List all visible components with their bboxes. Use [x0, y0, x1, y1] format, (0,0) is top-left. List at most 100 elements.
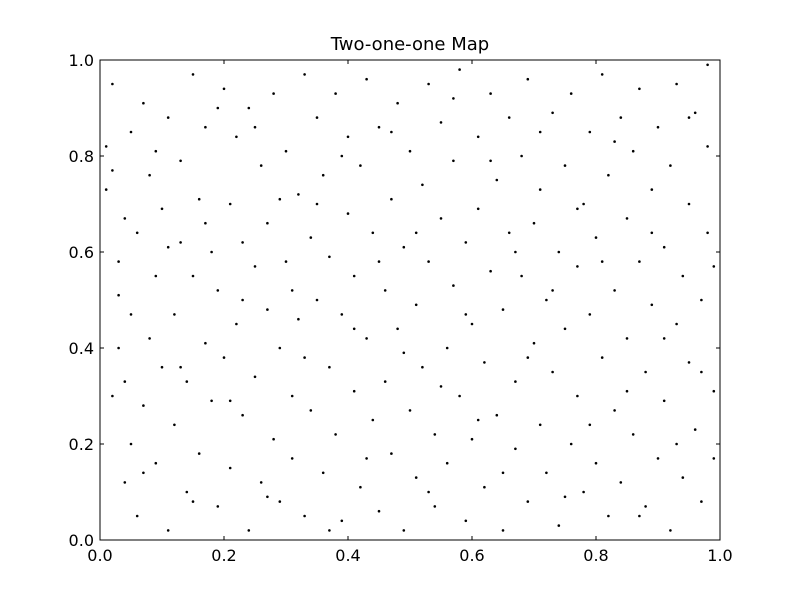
data-point: [619, 481, 623, 484]
data-point: [166, 529, 170, 532]
data-point: [588, 313, 592, 316]
data-point: [179, 365, 182, 369]
data-point: [545, 298, 548, 302]
data-point: [173, 423, 176, 427]
data-point: [142, 404, 145, 407]
data-point: [507, 116, 511, 119]
y-tick-label: 0.2: [69, 435, 94, 454]
data-point: [662, 399, 666, 403]
data-point: [576, 394, 579, 398]
data-point: [669, 164, 672, 167]
data-point: [247, 529, 251, 532]
data-point: [334, 92, 337, 95]
data-point: [563, 327, 567, 331]
data-point: [228, 466, 232, 470]
data-point: [352, 389, 356, 393]
data-point: [142, 471, 145, 475]
data-point: [669, 529, 672, 532]
data-point: [507, 231, 511, 235]
data-point: [166, 245, 170, 249]
data-point: [309, 236, 313, 239]
data-point: [104, 188, 108, 191]
data-point: [706, 231, 709, 235]
data-point: [303, 514, 306, 518]
x-tick-label: 0.8: [583, 546, 608, 565]
data-point: [297, 193, 300, 196]
data-point: [129, 442, 133, 446]
data-point: [253, 375, 257, 379]
data-point: [154, 274, 158, 278]
data-point: [483, 485, 486, 489]
data-point: [532, 341, 536, 345]
data-point: [247, 106, 251, 110]
y-tick-label: 0.4: [69, 339, 94, 358]
data-point: [135, 231, 139, 235]
data-point: [600, 73, 604, 76]
data-point: [650, 231, 654, 235]
data-point: [501, 308, 505, 311]
data-point: [427, 260, 430, 263]
data-point: [303, 73, 306, 76]
data-point: [191, 500, 195, 503]
data-point: [408, 409, 412, 412]
data-point: [433, 505, 437, 508]
data-point: [613, 140, 616, 143]
data-point: [290, 289, 294, 292]
data-point: [383, 289, 387, 292]
data-point: [476, 135, 480, 139]
data-point: [228, 202, 232, 206]
data-point: [576, 207, 579, 211]
data-point: [538, 423, 542, 427]
data-point: [700, 298, 703, 302]
data-point: [414, 476, 418, 479]
data-point: [489, 269, 492, 273]
data-point: [662, 337, 666, 340]
data-point: [104, 145, 108, 148]
data-point: [328, 365, 331, 369]
data-point: [402, 529, 406, 532]
data-point: [588, 130, 592, 134]
data-point: [514, 250, 517, 254]
data-point: [675, 442, 678, 446]
data-point: [644, 505, 647, 508]
data-point: [619, 116, 623, 119]
data-point: [656, 457, 660, 460]
points-layer: [104, 63, 716, 532]
data-point: [173, 313, 176, 316]
data-point: [464, 519, 468, 523]
data-point: [445, 346, 449, 350]
data-point: [650, 188, 654, 191]
data-point: [613, 289, 616, 292]
data-point: [284, 260, 288, 263]
data-point: [594, 236, 598, 239]
data-point: [303, 356, 306, 359]
data-point: [514, 380, 517, 383]
data-point: [650, 303, 654, 307]
data-point: [241, 241, 244, 244]
data-point: [216, 106, 220, 110]
data-point: [538, 130, 542, 134]
x-tick-label: 0.6: [459, 546, 484, 565]
data-point: [371, 231, 375, 235]
data-point: [563, 495, 567, 499]
data-point: [526, 356, 530, 359]
data-point: [365, 337, 368, 340]
data-point: [204, 125, 207, 129]
data-point: [123, 380, 127, 383]
data-point: [582, 202, 585, 206]
data-point: [284, 149, 288, 153]
data-point: [210, 399, 213, 403]
data-point: [427, 82, 430, 86]
data-point: [129, 313, 133, 316]
data-point: [241, 298, 244, 302]
data-point: [476, 207, 480, 211]
data-point: [371, 418, 375, 422]
data-point: [117, 260, 120, 263]
data-point: [340, 519, 344, 523]
data-point: [600, 260, 604, 263]
data-point: [204, 341, 207, 345]
data-point: [135, 514, 139, 518]
data-point: [154, 149, 158, 153]
